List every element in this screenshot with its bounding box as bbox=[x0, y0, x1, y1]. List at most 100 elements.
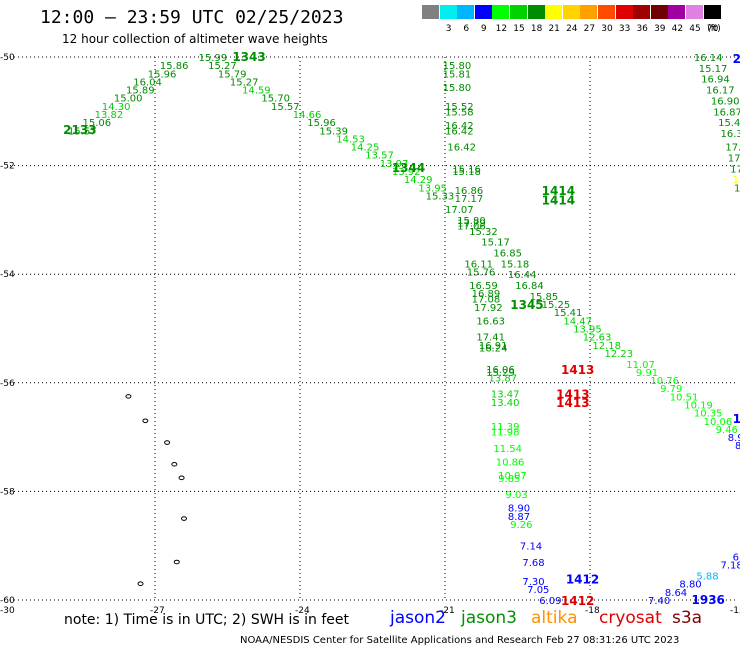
wave-height-label: 15.17 bbox=[481, 238, 510, 249]
wave-height-label: 16.85 bbox=[493, 248, 522, 259]
wave-height-label: 15.39 bbox=[319, 126, 348, 137]
wave-height-label: 7.40 bbox=[648, 596, 670, 607]
wave-height-label: 8.87 bbox=[508, 512, 530, 523]
wave-height-label: 17.06 bbox=[457, 221, 486, 232]
lon-tick-label: -24 bbox=[295, 606, 310, 616]
wave-height-label: 11.98 bbox=[491, 428, 520, 439]
lon-tick-label: -18 bbox=[585, 606, 600, 616]
page-subtitle: 12 hour collection of altimeter wave hei… bbox=[62, 32, 328, 46]
page-title: 12:00 – 23:59 UTC 02/25/2023 bbox=[40, 7, 344, 28]
legend-label: 70 bbox=[706, 24, 719, 34]
wave-height-label: 8.90 bbox=[508, 504, 530, 515]
wave-height-label: 14.59 bbox=[242, 86, 271, 97]
legend-label: 45 bbox=[689, 24, 701, 34]
wave-height-label: 8.8 bbox=[735, 441, 740, 452]
wave-height-label: 16.04 bbox=[133, 77, 162, 88]
wave-height-label: 14.66 bbox=[293, 110, 322, 121]
wave-height-label: 15.57 bbox=[271, 102, 300, 113]
legend-label: 27 bbox=[583, 24, 596, 34]
wave-height-label: 16.94 bbox=[701, 75, 730, 86]
pass-time-label: 1413 bbox=[556, 388, 589, 402]
legend-swatch bbox=[545, 5, 563, 19]
wave-height-label: 17.03 bbox=[725, 143, 740, 154]
legend-swatch bbox=[580, 5, 598, 19]
wave-height-label: 16.91 bbox=[479, 341, 508, 352]
wave-height-label: 12.18 bbox=[592, 341, 621, 352]
satellite-label-cryosat: cryosat bbox=[599, 608, 662, 628]
legend-swatch bbox=[474, 5, 492, 19]
wave-height-label: 16.84 bbox=[515, 281, 544, 292]
wave-height-label: 15.96 bbox=[148, 69, 177, 80]
satellite-label-altika: altika bbox=[531, 608, 578, 628]
lat-tick-label: -52 bbox=[0, 162, 15, 172]
wave-height-label: 16.42 bbox=[445, 121, 474, 132]
pass-time-label: 134 bbox=[733, 412, 740, 426]
island-outline bbox=[137, 581, 144, 587]
wave-height-label: 14.29 bbox=[404, 175, 433, 186]
pass-time-label: 1345 bbox=[510, 298, 543, 312]
legend-label: 6 bbox=[463, 24, 470, 34]
legend-label: 18 bbox=[530, 24, 543, 34]
wave-height-label: 14.47 bbox=[563, 316, 592, 327]
lat-tick-label: -58 bbox=[0, 487, 15, 497]
wave-height-label: 15.27 bbox=[230, 77, 259, 88]
wave-height-label: 13.40 bbox=[491, 398, 520, 409]
wave-height-label: 6.09 bbox=[539, 596, 561, 607]
wave-height-label: 14.25 bbox=[351, 143, 380, 154]
wave-height-label: 14.53 bbox=[336, 134, 365, 145]
wave-height-label: 16.87 bbox=[713, 107, 740, 118]
pass-time-label: 2133 bbox=[63, 123, 96, 137]
wave-height-label: 15.79 bbox=[218, 69, 247, 80]
wave-height-label: 12.63 bbox=[583, 333, 612, 344]
wave-height-label: 16.42 bbox=[447, 143, 476, 154]
wave-height-label: 10.07 bbox=[498, 471, 527, 482]
wave-height-label: 8.80 bbox=[679, 580, 701, 591]
wave-height-label: 9.46 bbox=[716, 425, 738, 436]
legend-swatch bbox=[615, 5, 633, 19]
wave-height-label: 15.44 bbox=[718, 118, 740, 129]
wave-height-label: 15.80 bbox=[443, 61, 472, 72]
wave-height-label: 15.81 bbox=[443, 69, 472, 80]
wave-height-label: 15.80 bbox=[443, 83, 472, 94]
wave-height-label: 17.2 bbox=[728, 153, 740, 164]
wave-height-label: 7.18 bbox=[721, 561, 740, 572]
wave-height-label: 9.79 bbox=[660, 384, 682, 395]
satellite-label-s3a: s3a bbox=[672, 608, 703, 628]
wave-height-label: 15.80 bbox=[457, 216, 486, 227]
legend-label: 30 bbox=[601, 24, 613, 34]
wave-height-label: 17.4 bbox=[730, 164, 740, 175]
wave-height-label: 6 bbox=[733, 553, 739, 564]
legend-label: 36 bbox=[636, 24, 648, 34]
wave-height-label: 8.64 bbox=[665, 588, 687, 599]
lon-tick-label: -30 bbox=[0, 606, 15, 616]
wave-height-label: 18 bbox=[733, 175, 740, 186]
wave-height-label: 17.17 bbox=[455, 194, 484, 205]
pass-time-label: 1343 bbox=[232, 50, 265, 64]
wave-height-label: 16.59 bbox=[469, 281, 498, 292]
wave-height-label: 7.30 bbox=[522, 577, 544, 588]
island-outline bbox=[164, 440, 171, 445]
legend-label: 39 bbox=[654, 24, 666, 34]
wave-height-label: 15.86 bbox=[160, 61, 189, 72]
wave-height-label: 5.88 bbox=[696, 572, 718, 583]
lat-tick-label: -60 bbox=[0, 596, 15, 606]
wave-height-label: 8.97 bbox=[728, 433, 740, 444]
wave-height-label: 10.35 bbox=[694, 409, 723, 420]
wave-height-label: 15.41 bbox=[554, 308, 583, 319]
island-outline bbox=[173, 559, 180, 565]
island-outline bbox=[171, 461, 178, 467]
wave-height-label: 17 bbox=[734, 183, 740, 194]
wave-height-label: 11.39 bbox=[491, 422, 520, 433]
wave-height-label: 15.89 bbox=[126, 86, 155, 97]
wave-height-label: 13.57 bbox=[365, 151, 394, 162]
legend-swatch bbox=[422, 5, 439, 19]
wave-height-label: 13.97 bbox=[380, 159, 409, 170]
island-outline bbox=[181, 516, 187, 521]
wave-height-label: 17.07 bbox=[445, 205, 474, 216]
legend-label: 15 bbox=[513, 24, 525, 34]
wave-height-label: 14.30 bbox=[102, 102, 131, 113]
legend-swatch bbox=[510, 5, 527, 19]
legend-swatch bbox=[562, 5, 580, 19]
wave-height-label: 13.82 bbox=[95, 110, 124, 121]
